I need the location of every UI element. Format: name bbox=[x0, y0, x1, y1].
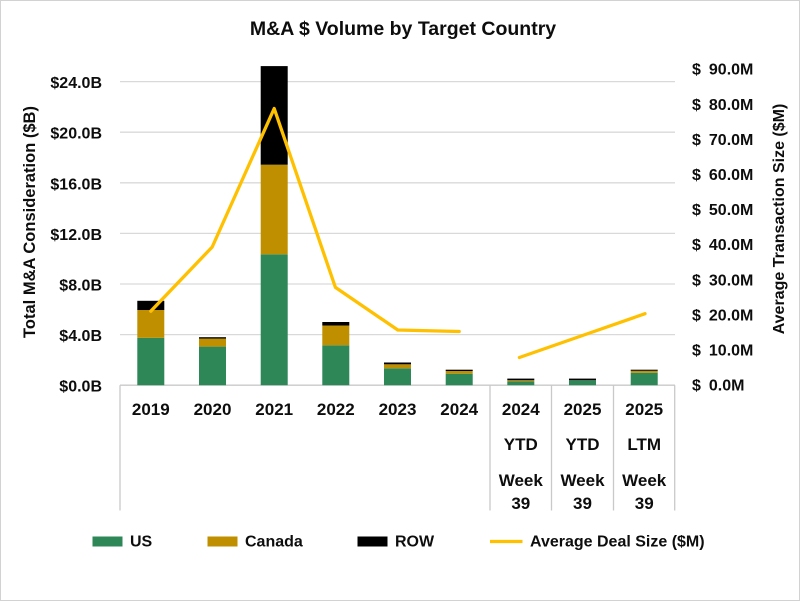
svg-text:M&A $ Volume by Target Country: M&A $ Volume by Target Country bbox=[250, 18, 556, 40]
svg-text:2024: 2024 bbox=[502, 400, 540, 419]
svg-text:$ 20.0M: $ 20.0M bbox=[692, 307, 753, 324]
svg-text:US: US bbox=[130, 534, 153, 551]
svg-text:2021: 2021 bbox=[255, 400, 293, 419]
svg-text:$ 40.0M: $ 40.0M bbox=[692, 237, 753, 254]
svg-text:Week: Week bbox=[560, 471, 605, 490]
svg-text:Average Transaction Size ($M): Average Transaction Size ($M) bbox=[771, 104, 788, 335]
svg-text:$ 0.0M: $ 0.0M bbox=[692, 378, 744, 395]
svg-text:$ 50.0M: $ 50.0M bbox=[692, 202, 753, 219]
svg-text:ROW: ROW bbox=[395, 534, 435, 551]
svg-text:LTM: LTM bbox=[627, 435, 661, 454]
svg-text:39: 39 bbox=[635, 494, 654, 513]
svg-text:Total M&A Consideration ($B): Total M&A Consideration ($B) bbox=[21, 106, 39, 338]
svg-text:2022: 2022 bbox=[317, 400, 355, 419]
svg-text:2024: 2024 bbox=[440, 400, 478, 419]
svg-text:$ 60.0M: $ 60.0M bbox=[692, 167, 753, 184]
svg-text:39: 39 bbox=[511, 494, 530, 513]
svg-text:2023: 2023 bbox=[379, 400, 417, 419]
svg-text:$16.0B: $16.0B bbox=[50, 176, 102, 193]
svg-text:Week: Week bbox=[499, 471, 544, 490]
svg-text:2025: 2025 bbox=[564, 400, 602, 419]
svg-text:$ 80.0M: $ 80.0M bbox=[692, 97, 753, 114]
svg-text:$12.0B: $12.0B bbox=[50, 227, 102, 244]
svg-text:$0.0B: $0.0B bbox=[59, 379, 102, 396]
svg-text:Week: Week bbox=[622, 471, 667, 490]
svg-text:$4.0B: $4.0B bbox=[59, 328, 102, 345]
svg-text:$8.0B: $8.0B bbox=[59, 278, 102, 295]
svg-text:$ 70.0M: $ 70.0M bbox=[692, 132, 753, 149]
svg-text:39: 39 bbox=[573, 494, 592, 513]
svg-text:$ 30.0M: $ 30.0M bbox=[692, 272, 753, 289]
svg-text:YTD: YTD bbox=[504, 435, 538, 454]
svg-text:$24.0B: $24.0B bbox=[50, 75, 102, 92]
svg-text:YTD: YTD bbox=[566, 435, 600, 454]
svg-text:Average Deal Size ($M): Average Deal Size ($M) bbox=[530, 534, 705, 551]
svg-text:2020: 2020 bbox=[194, 400, 232, 419]
svg-text:$ 90.0M: $ 90.0M bbox=[692, 62, 753, 79]
svg-text:Canada: Canada bbox=[245, 534, 303, 551]
svg-text:$ 10.0M: $ 10.0M bbox=[692, 343, 753, 360]
svg-text:2019: 2019 bbox=[132, 400, 170, 419]
svg-text:2025: 2025 bbox=[625, 400, 663, 419]
svg-text:$20.0B: $20.0B bbox=[50, 126, 102, 143]
